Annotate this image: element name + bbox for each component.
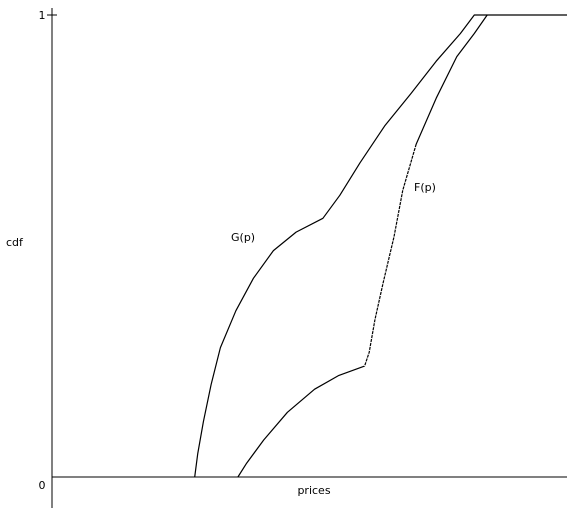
axes <box>47 8 567 508</box>
series-layer <box>194 14 567 478</box>
series-line-g <box>194 14 567 478</box>
x-axis-label: prices <box>297 484 330 497</box>
y-tick-label-0: 0 <box>39 479 46 492</box>
y-axis-label: cdf <box>6 236 24 249</box>
series-label-g: G(p) <box>231 231 255 244</box>
series-label-f: F(p) <box>414 181 436 194</box>
series-line-f <box>237 14 488 478</box>
y-tick-label-1: 1 <box>39 9 46 22</box>
